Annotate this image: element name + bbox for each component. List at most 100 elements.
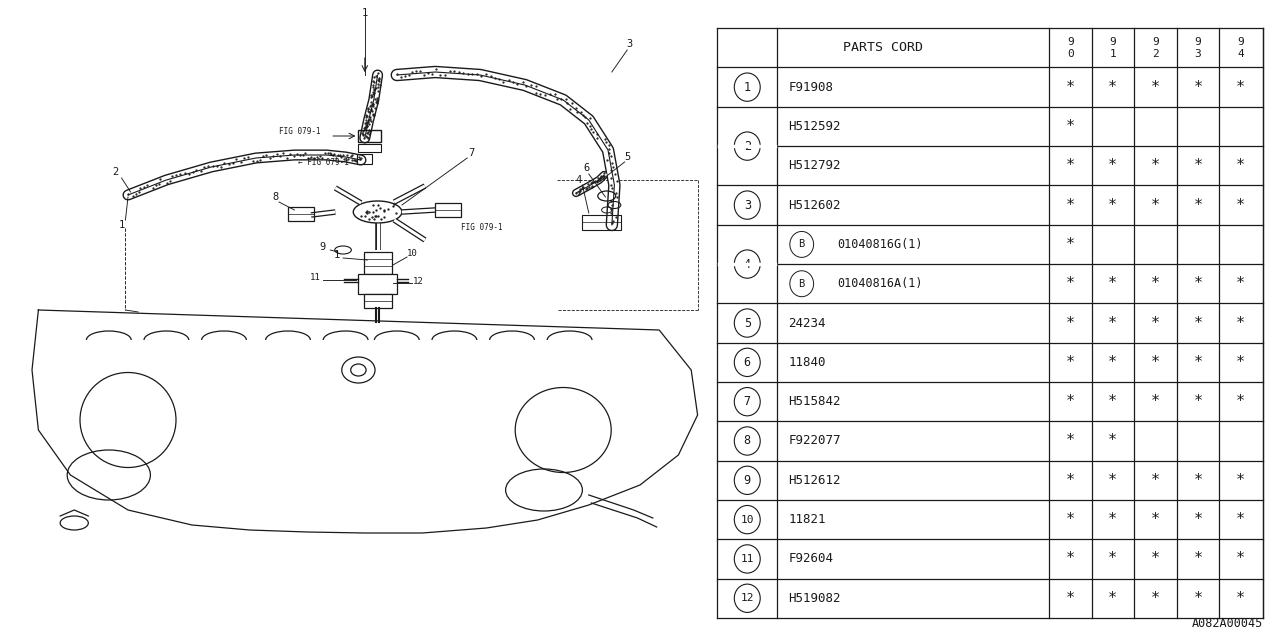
Text: 4: 4 [576, 175, 581, 185]
Text: F91908: F91908 [788, 81, 833, 93]
Text: *: * [1066, 79, 1075, 95]
Text: ← FIG 079-1: ← FIG 079-1 [298, 158, 349, 167]
Text: *: * [1193, 394, 1202, 409]
Text: *: * [1108, 591, 1117, 606]
Text: *: * [1193, 316, 1202, 330]
Text: 9
2: 9 2 [1152, 37, 1158, 59]
Text: 9: 9 [744, 474, 751, 487]
Text: FIG 079-1: FIG 079-1 [279, 127, 321, 136]
Text: *: * [1108, 433, 1117, 449]
Text: *: * [1151, 512, 1160, 527]
Text: 8: 8 [273, 192, 278, 202]
Text: *: * [1236, 591, 1245, 606]
Text: *: * [1151, 473, 1160, 488]
FancyBboxPatch shape [358, 274, 397, 294]
Text: *: * [1151, 276, 1160, 291]
Text: *: * [1151, 198, 1160, 212]
Text: *: * [1193, 198, 1202, 212]
Text: H515842: H515842 [788, 395, 841, 408]
Text: 1: 1 [334, 250, 339, 260]
Text: A082A00045: A082A00045 [1192, 617, 1263, 630]
Text: 10: 10 [407, 250, 417, 259]
Text: *: * [1236, 473, 1245, 488]
Text: 9
0: 9 0 [1068, 37, 1074, 59]
Text: *: * [1066, 473, 1075, 488]
Text: *: * [1151, 355, 1160, 370]
Text: *: * [1066, 276, 1075, 291]
Text: FIG 079-1: FIG 079-1 [461, 223, 503, 232]
Text: 2: 2 [113, 167, 118, 177]
Text: *: * [1108, 276, 1117, 291]
Text: *: * [1151, 552, 1160, 566]
Text: B: B [799, 239, 805, 250]
Text: *: * [1236, 316, 1245, 330]
Text: *: * [1236, 552, 1245, 566]
Text: *: * [1066, 316, 1075, 330]
Text: F92604: F92604 [788, 552, 833, 566]
Text: *: * [1108, 316, 1117, 330]
Text: F922077: F922077 [788, 435, 841, 447]
Text: 11821: 11821 [788, 513, 826, 526]
Text: H512612: H512612 [788, 474, 841, 487]
Text: *: * [1066, 591, 1075, 606]
Text: 12: 12 [413, 276, 424, 285]
Text: 7: 7 [744, 395, 751, 408]
Text: 3: 3 [744, 198, 751, 212]
Text: 2: 2 [744, 140, 751, 152]
Text: *: * [1236, 394, 1245, 409]
Text: 7: 7 [468, 148, 474, 158]
Text: 4: 4 [744, 257, 751, 271]
Text: 1: 1 [119, 220, 124, 230]
Text: *: * [1066, 198, 1075, 212]
Text: H512602: H512602 [788, 198, 841, 212]
Text: *: * [1193, 79, 1202, 95]
Text: H519082: H519082 [788, 592, 841, 605]
Text: *: * [1236, 512, 1245, 527]
Text: *: * [1151, 591, 1160, 606]
Text: 9
3: 9 3 [1194, 37, 1202, 59]
Text: H512592: H512592 [788, 120, 841, 133]
Text: *: * [1151, 394, 1160, 409]
Ellipse shape [353, 201, 402, 223]
Text: B: B [799, 279, 805, 289]
Text: 9
4: 9 4 [1238, 37, 1244, 59]
Text: *: * [1236, 79, 1245, 95]
Text: *: * [1066, 119, 1075, 134]
Text: *: * [1193, 591, 1202, 606]
Text: 11840: 11840 [788, 356, 826, 369]
Text: 8: 8 [744, 435, 751, 447]
Text: H512792: H512792 [788, 159, 841, 172]
Text: 6: 6 [584, 163, 589, 173]
Text: 11: 11 [310, 273, 320, 282]
Text: *: * [1236, 158, 1245, 173]
Text: *: * [1066, 158, 1075, 173]
Text: *: * [1236, 355, 1245, 370]
Text: *: * [1108, 394, 1117, 409]
FancyBboxPatch shape [364, 252, 392, 274]
Text: *: * [1193, 158, 1202, 173]
Text: *: * [1108, 158, 1117, 173]
Text: 01040816A(1): 01040816A(1) [837, 277, 923, 290]
Text: *: * [1066, 394, 1075, 409]
Text: *: * [1108, 552, 1117, 566]
Text: 10: 10 [741, 515, 754, 525]
Text: *: * [1066, 237, 1075, 252]
Text: *: * [1236, 198, 1245, 212]
Text: 9
1: 9 1 [1110, 37, 1116, 59]
Text: *: * [1193, 512, 1202, 527]
Text: 5: 5 [744, 317, 751, 330]
Text: *: * [1108, 473, 1117, 488]
Text: 5: 5 [625, 152, 630, 162]
Text: *: * [1066, 512, 1075, 527]
Text: *: * [1066, 433, 1075, 449]
Text: *: * [1151, 79, 1160, 95]
Text: 01040816G(1): 01040816G(1) [837, 238, 923, 251]
Text: *: * [1193, 552, 1202, 566]
Text: PARTS CORD: PARTS CORD [844, 42, 923, 54]
Text: *: * [1193, 276, 1202, 291]
Text: *: * [1236, 276, 1245, 291]
Text: *: * [1193, 473, 1202, 488]
Text: 3: 3 [627, 39, 632, 49]
Text: *: * [1066, 552, 1075, 566]
Text: *: * [1151, 158, 1160, 173]
